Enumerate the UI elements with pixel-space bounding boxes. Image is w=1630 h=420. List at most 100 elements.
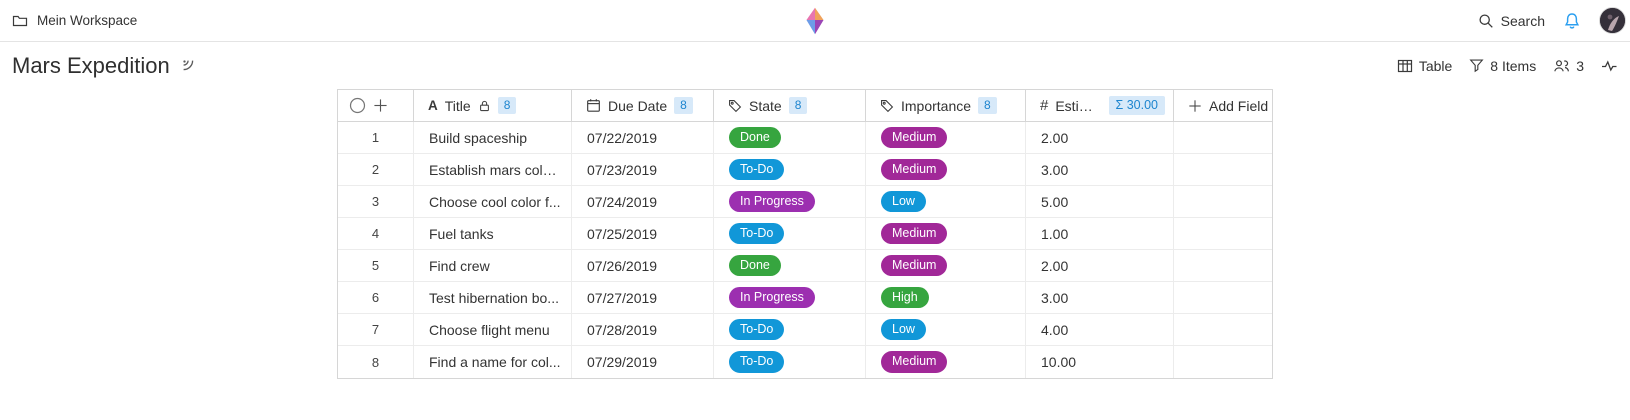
importance-pill[interactable]: Medium (881, 222, 948, 245)
cell-importance[interactable]: Medium (866, 154, 1026, 185)
importance-pill[interactable]: Medium (881, 351, 948, 373)
column-importance-label: Importance (901, 97, 972, 114)
cell-estimation[interactable]: 4.00 (1026, 314, 1174, 345)
importance-pill[interactable]: Low (881, 318, 926, 341)
cell-title[interactable]: Test hibernation bo... (414, 282, 572, 313)
cell-title[interactable]: Choose flight menu (414, 314, 572, 345)
activity-pulse-icon[interactable] (1601, 58, 1618, 74)
importance-pill[interactable]: Low (881, 190, 926, 213)
importance-pill[interactable]: Medium (881, 158, 948, 181)
cell-title[interactable]: Fuel tanks (414, 218, 572, 249)
importance-pill[interactable]: Medium (881, 254, 948, 277)
view-switcher-table[interactable]: Table (1397, 58, 1452, 74)
search-button[interactable]: Search (1478, 13, 1545, 29)
cell-empty[interactable] (1174, 154, 1274, 185)
cell-empty[interactable] (1174, 186, 1274, 217)
cell-title[interactable]: Find crew (414, 250, 572, 281)
cell-state[interactable]: Done (714, 122, 866, 153)
table-row[interactable]: 1 Build spaceship 07/22/2019 Done Medium… (338, 122, 1272, 154)
table-row[interactable]: 8 Find a name for col... 07/29/2019 To-D… (338, 346, 1272, 378)
table-row[interactable]: 7 Choose flight menu 07/28/2019 To-Do Lo… (338, 314, 1272, 346)
filter-items-button[interactable]: 8 Items (1469, 58, 1536, 74)
column-header-estimation[interactable]: # Estimati... Σ 30.00 (1026, 90, 1174, 121)
add-item-plus-icon[interactable] (373, 98, 388, 113)
cell-due-date[interactable]: 07/29/2019 (572, 346, 714, 378)
cell-empty[interactable] (1174, 218, 1274, 249)
cell-due-date[interactable]: 07/27/2019 (572, 282, 714, 313)
cell-estimation[interactable]: 3.00 (1026, 282, 1174, 313)
subscribe-feed-icon[interactable] (180, 57, 198, 75)
cell-estimation[interactable]: 3.00 (1026, 154, 1174, 185)
cell-estimation[interactable]: 5.00 (1026, 186, 1174, 217)
cell-importance[interactable]: High (866, 282, 1026, 313)
table-row[interactable]: 5 Find crew 07/26/2019 Done Medium 2.00 (338, 250, 1272, 282)
cell-due-date[interactable]: 07/28/2019 (572, 314, 714, 345)
cell-estimation[interactable]: 1.00 (1026, 218, 1174, 249)
table-row[interactable]: 4 Fuel tanks 07/25/2019 To-Do Medium 1.0… (338, 218, 1272, 250)
cell-empty[interactable] (1174, 314, 1274, 345)
cell-state[interactable]: To-Do (714, 314, 866, 345)
cell-importance[interactable]: Medium (866, 250, 1026, 281)
cell-due-date[interactable]: 07/25/2019 (572, 218, 714, 249)
user-avatar[interactable] (1599, 7, 1626, 34)
column-header-due-date[interactable]: Due Date 8 (572, 90, 714, 121)
cell-empty[interactable] (1174, 250, 1274, 281)
column-header-importance[interactable]: Importance 8 (866, 90, 1026, 121)
app-logo[interactable] (806, 6, 825, 35)
cell-importance[interactable]: Medium (866, 218, 1026, 249)
state-pill[interactable]: To-Do (729, 351, 785, 373)
top-bar: Mein Workspace Search (0, 0, 1630, 42)
row-number: 8 (338, 346, 414, 378)
due-date-text: 07/24/2019 (587, 193, 658, 210)
cell-importance[interactable]: Low (866, 186, 1026, 217)
cell-empty[interactable] (1174, 122, 1274, 153)
cell-title[interactable]: Choose cool color f... (414, 186, 572, 217)
add-field-button[interactable]: Add Field (1174, 90, 1274, 121)
state-pill[interactable]: In Progress (729, 190, 815, 213)
cell-due-date[interactable]: 07/23/2019 (572, 154, 714, 185)
cell-empty[interactable] (1174, 346, 1274, 378)
state-pill[interactable]: Done (729, 126, 781, 149)
table-row[interactable]: 6 Test hibernation bo... 07/27/2019 In P… (338, 282, 1272, 314)
filter-funnel-icon (1469, 58, 1484, 73)
estimation-text: 1.00 (1041, 225, 1069, 242)
table-row[interactable]: 3 Choose cool color f... 07/24/2019 In P… (338, 186, 1272, 218)
add-field-plus-icon (1188, 99, 1202, 113)
state-pill[interactable]: To-Do (729, 222, 785, 245)
cell-state[interactable]: In Progress (714, 282, 866, 313)
cell-due-date[interactable]: 07/24/2019 (572, 186, 714, 217)
column-header-state[interactable]: State 8 (714, 90, 866, 121)
column-header-title[interactable]: A Title 8 (414, 90, 572, 121)
importance-pill[interactable]: High (881, 286, 929, 309)
text-field-icon: A (428, 98, 438, 113)
cell-due-date[interactable]: 07/22/2019 (572, 122, 714, 153)
cell-importance[interactable]: Medium (866, 122, 1026, 153)
table-row[interactable]: 2 Establish mars colony 07/23/2019 To-Do… (338, 154, 1272, 186)
due-date-text: 07/22/2019 (587, 129, 658, 146)
state-pill[interactable]: Done (729, 254, 781, 277)
notifications-bell-icon[interactable] (1563, 12, 1581, 30)
workspace-breadcrumb[interactable]: Mein Workspace (12, 13, 137, 29)
members-button[interactable]: 3 (1553, 58, 1584, 74)
cell-importance[interactable]: Low (866, 314, 1026, 345)
state-pill[interactable]: To-Do (729, 158, 785, 181)
item-title-text: Find crew (429, 257, 490, 274)
cell-estimation[interactable]: 2.00 (1026, 250, 1174, 281)
importance-pill[interactable]: Medium (881, 126, 948, 149)
state-pill[interactable]: In Progress (729, 286, 815, 309)
cell-empty[interactable] (1174, 282, 1274, 313)
state-pill[interactable]: To-Do (729, 318, 785, 341)
cell-title[interactable]: Establish mars colony (414, 154, 572, 185)
cell-due-date[interactable]: 07/26/2019 (572, 250, 714, 281)
cell-state[interactable]: To-Do (714, 218, 866, 249)
select-all-circle[interactable] (349, 97, 366, 114)
cell-state[interactable]: To-Do (714, 346, 866, 378)
cell-state[interactable]: In Progress (714, 186, 866, 217)
cell-state[interactable]: To-Do (714, 154, 866, 185)
cell-estimation[interactable]: 10.00 (1026, 346, 1174, 378)
cell-importance[interactable]: Medium (866, 346, 1026, 378)
cell-estimation[interactable]: 2.00 (1026, 122, 1174, 153)
cell-state[interactable]: Done (714, 250, 866, 281)
cell-title[interactable]: Find a name for col... (414, 346, 572, 378)
cell-title[interactable]: Build spaceship (414, 122, 572, 153)
